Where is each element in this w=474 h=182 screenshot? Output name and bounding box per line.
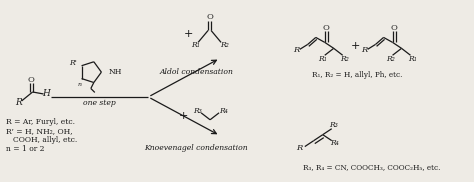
Text: R = Ar, Furyl, etc.: R = Ar, Furyl, etc. [6,118,75,126]
Text: R: R [293,46,300,54]
Text: R₄: R₄ [330,139,339,147]
Text: R₄: R₄ [219,107,228,115]
Text: R₂: R₂ [340,55,349,63]
Text: Aldol condensation: Aldol condensation [159,68,233,76]
Text: O: O [323,25,330,32]
Text: R₃: R₃ [193,107,201,115]
Text: R₂: R₂ [386,55,395,63]
Text: R₃: R₃ [329,121,338,129]
Text: COOH, allyl, etc.: COOH, allyl, etc. [13,136,77,144]
Text: NH: NH [109,68,122,76]
Text: R: R [15,98,22,107]
Text: O: O [391,25,398,32]
Text: R₁: R₁ [408,55,417,63]
Text: R₁, R₂ = H, allyl, Ph, etc.: R₁, R₂ = H, allyl, Ph, etc. [312,71,403,79]
Text: R₁: R₁ [191,41,200,49]
Text: +: + [351,41,360,51]
Text: +: + [179,111,188,121]
Text: R: R [361,46,368,54]
Text: R₃, R₄ = CN, COOCH₃, COOC₂H₅, etc.: R₃, R₄ = CN, COOCH₃, COOC₂H₅, etc. [303,163,440,171]
Text: R₂: R₂ [219,41,228,49]
Text: O: O [28,76,35,84]
Text: n = 1 or 2: n = 1 or 2 [6,145,44,153]
Text: H: H [43,90,51,98]
Text: R: R [297,144,303,152]
Text: R₁: R₁ [319,55,327,63]
Text: +: + [183,29,193,39]
Text: R’ = H, NH₂, OH,: R’ = H, NH₂, OH, [6,127,73,135]
Text: Knoevenagel condensation: Knoevenagel condensation [144,144,248,152]
Text: n: n [78,82,82,87]
Text: one step: one step [83,99,116,107]
Text: O: O [206,13,213,21]
Text: R': R' [69,59,77,67]
